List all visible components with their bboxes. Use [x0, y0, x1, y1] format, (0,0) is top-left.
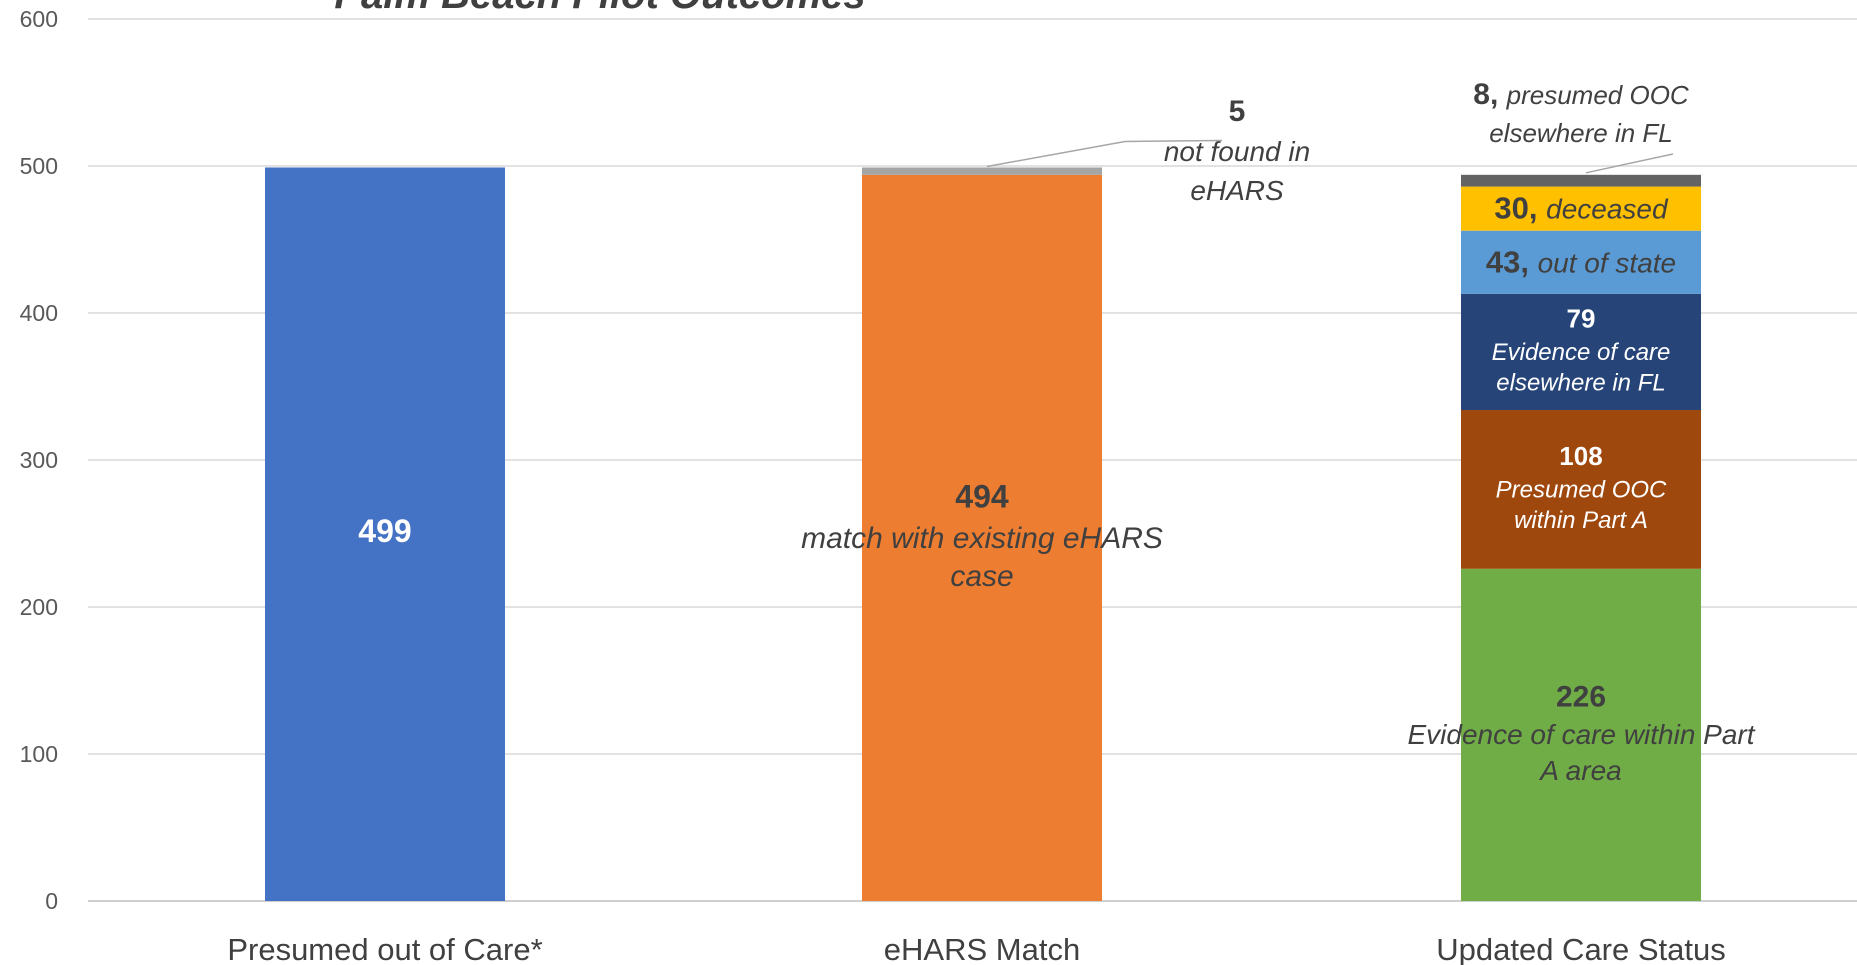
value-label: 108 [1559, 441, 1602, 471]
note-label: case [950, 560, 1013, 593]
value-label: 499 [358, 513, 411, 549]
y-tick-label: 0 [45, 888, 58, 914]
x-category-label: Presumed out of Care* [227, 932, 542, 965]
bar-segment [1461, 410, 1701, 569]
chart-title: Palm Beach Pilot Outcomes [334, 0, 865, 17]
bars [265, 167, 1701, 902]
bar-segment [862, 167, 1102, 175]
x-axis: Presumed out of Care* eHARS Match Updated … [227, 932, 1725, 965]
value-label: 5 [1229, 95, 1246, 128]
note-label: Evidence of care within Part [1407, 719, 1755, 750]
bar-segment [1461, 186, 1701, 231]
value-label: 494 [955, 479, 1009, 515]
y-tick-label: 200 [20, 594, 58, 620]
bar-segment [1461, 568, 1701, 901]
data-label: 30, deceased [1494, 191, 1669, 226]
y-tick-label: 300 [20, 447, 58, 473]
note-label: elsewhere in FL [1489, 118, 1673, 148]
x-category-label: Updated Care Status [1436, 932, 1726, 965]
y-axis: 0 100 200 300 400 500 600 [20, 6, 58, 914]
note-label: Evidence of care [1492, 339, 1671, 366]
bar-segment [265, 167, 505, 902]
bar-segment [862, 174, 1102, 901]
x-category-label: eHARS Match [884, 932, 1080, 965]
note-label: deceased [1546, 194, 1669, 225]
note-label: presumed OOC [1506, 80, 1689, 110]
leader-line [1585, 153, 1674, 174]
note-label: out of state [1538, 247, 1677, 278]
data-label: 43, out of state [1486, 244, 1676, 279]
note-label: Presumed OOC [1496, 476, 1667, 503]
data-label: 8, presumed OOC [1473, 78, 1689, 111]
y-tick-label: 400 [20, 300, 58, 326]
value-label: 8, [1473, 78, 1506, 111]
bar-segment [1461, 230, 1701, 294]
y-tick-label: 600 [20, 6, 58, 32]
y-tick-label: 500 [20, 153, 58, 179]
value-label: 226 [1556, 681, 1606, 714]
value-label: 43, [1486, 244, 1538, 279]
note-label: eHARS [1190, 175, 1284, 206]
note-label: A area [1538, 755, 1621, 786]
note-label: match with existing eHARS [801, 522, 1163, 555]
y-tick-label: 100 [20, 741, 58, 767]
value-label: 79 [1567, 304, 1596, 334]
leader-line [986, 139, 1223, 168]
note-label: within Part A [1514, 507, 1648, 534]
bar-segment [1461, 174, 1701, 187]
bar-segment [1461, 293, 1701, 411]
note-label: elsewhere in FL [1496, 370, 1665, 397]
value-label: 30, [1494, 191, 1546, 226]
